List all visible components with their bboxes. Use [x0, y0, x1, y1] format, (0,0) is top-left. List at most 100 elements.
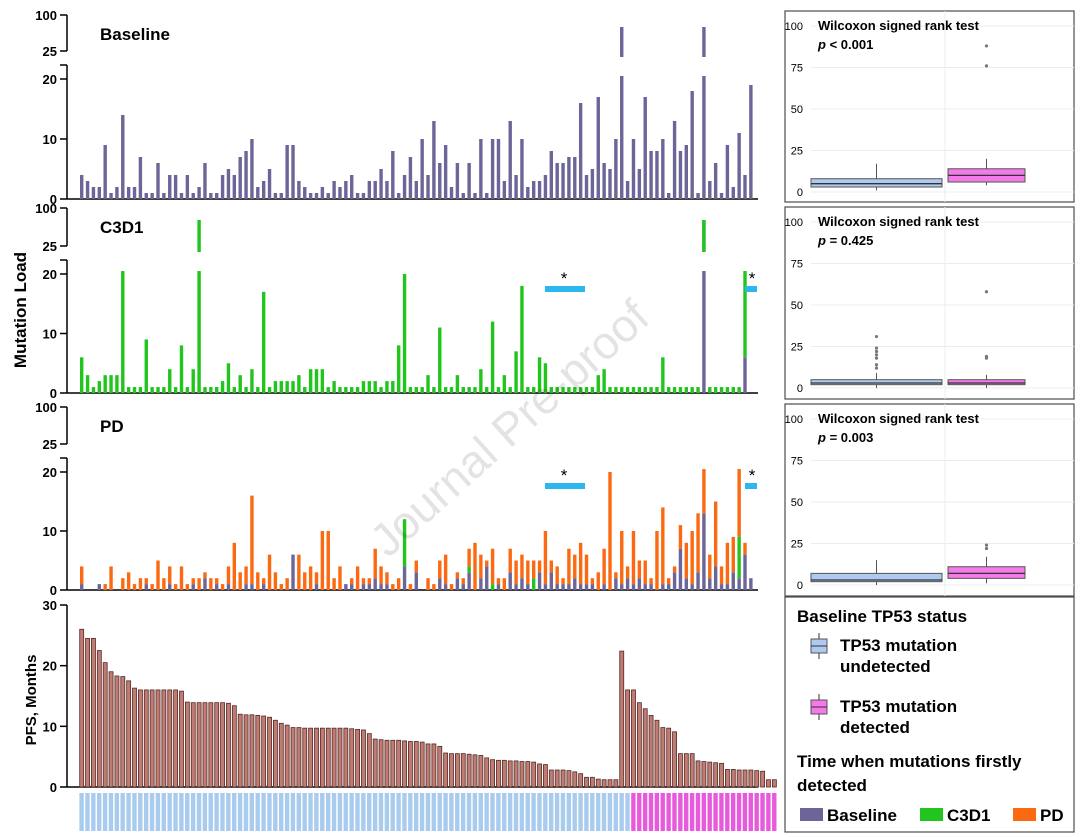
pfs-bar: [208, 702, 214, 788]
bar-pd: [226, 566, 231, 585]
bar-baseline: [379, 584, 383, 590]
tp53-status-strip: [772, 793, 777, 831]
tick-label: 0: [50, 780, 57, 795]
tp53-status-strip: [431, 793, 436, 831]
pfs-bar: [114, 675, 120, 788]
bar-pd: [156, 560, 160, 590]
bar-pd: [578, 542, 583, 585]
bar-pd: [620, 531, 624, 585]
pfs-bar: [108, 671, 114, 788]
bar-baseline: [479, 139, 483, 199]
bar-baseline: [567, 157, 571, 199]
tp53-status-strip: [484, 793, 489, 831]
tp53-status-strip: [689, 793, 695, 831]
pfs-bar: [736, 769, 742, 788]
tick-label: 0: [50, 583, 57, 598]
bar-baseline: [132, 187, 137, 199]
bar-baseline: [449, 187, 454, 199]
pfs-bar: [237, 713, 243, 788]
pfs-bar: [314, 727, 319, 788]
bar-c3d1: [303, 387, 307, 393]
pfs-bar: [184, 701, 190, 788]
tick-label: 0: [50, 192, 57, 207]
bar-c3d1: [338, 387, 342, 393]
bar-baseline: [250, 584, 254, 590]
tp53-status-strip: [296, 793, 301, 831]
bar-c3d1: [661, 357, 665, 393]
tp53-status-strip: [625, 793, 630, 831]
bar-pd: [232, 542, 237, 590]
box-panel-1: 0 25 50 75 100 Wilcoxon signed rank test p < 0…: [784, 10, 1075, 203]
bar-baseline: [332, 181, 336, 199]
bar-pd: [250, 495, 254, 585]
legend-title: Time when mutations firstly: [797, 752, 1022, 771]
bar-baseline: [631, 139, 636, 199]
bar-pd: [502, 578, 507, 590]
bar-pd: [667, 578, 671, 585]
bar-c3d1: [261, 291, 266, 393]
pfs-bar: [408, 741, 413, 788]
pfs-bar: [202, 702, 208, 788]
tp53-status-strip: [167, 793, 172, 831]
pfs-bar: [96, 650, 102, 788]
bar-pd: [461, 578, 465, 585]
bar-baseline: [625, 578, 630, 590]
bar-pd: [561, 578, 565, 585]
tp53-status-strip: [666, 793, 671, 831]
tick-label: 25: [43, 44, 57, 59]
pfs-bar: [278, 722, 284, 788]
bar-c3d1: [209, 387, 213, 393]
bar-pd: [355, 566, 360, 590]
significance-star: *: [561, 466, 568, 485]
tp53-status-strip: [736, 793, 742, 831]
tp53-status-strip: [249, 793, 255, 831]
tp53-status-strip: [537, 793, 542, 831]
pfs-bar: [243, 714, 249, 788]
bar-baseline: [584, 584, 589, 590]
tp53-status-strip: [185, 793, 190, 831]
bar-c3d1: [173, 387, 178, 393]
bar-baseline: [156, 163, 160, 199]
mutation-panel-c3d1: 100 25 0 10 20 C3D1 * *: [35, 201, 758, 401]
bar-pd: [185, 584, 190, 590]
tp53-status-strip: [331, 793, 337, 831]
bar-c3d1: [373, 381, 377, 393]
significance-star: *: [749, 269, 756, 288]
outlier-point: [984, 543, 989, 547]
pfs-bar: [372, 738, 378, 788]
pfs-bar: [672, 731, 677, 788]
legend-item-label: PD: [1040, 806, 1064, 825]
tp53-status-strip: [91, 793, 96, 831]
tp53-status-strip: [232, 793, 237, 831]
pfs-bar: [619, 650, 625, 788]
pfs-bar: [595, 778, 601, 788]
bar-c3d1: [150, 387, 154, 393]
bar-c3d1: [567, 387, 571, 393]
pfs-bar: [161, 689, 167, 788]
tp53-status-strip: [760, 793, 765, 831]
box-panel-3: 0 25 50 75 100 Wilcoxon signed rank test p = 0…: [784, 403, 1075, 597]
bar-baseline: [578, 584, 583, 590]
bar-baseline: [314, 584, 319, 590]
bar-c3d1: [485, 387, 489, 393]
bar-baseline: [596, 97, 600, 199]
tp53-status-strip: [607, 793, 613, 831]
pfs-bar: [666, 727, 672, 788]
bar-baseline: [555, 163, 559, 199]
tick-label: 75: [791, 63, 803, 75]
bar-baseline: [573, 578, 577, 590]
tick-label: 100: [35, 8, 57, 23]
bar-baseline: [485, 566, 489, 590]
tp53-status-strip: [648, 793, 654, 831]
bar-c3d1: [531, 578, 536, 590]
bar-baseline: [191, 584, 195, 590]
bar-pd: [490, 548, 495, 585]
tp53-status-strip: [554, 793, 560, 831]
bar-baseline: [520, 139, 524, 199]
bar-baseline: [215, 193, 219, 199]
bar-baseline: [367, 584, 372, 590]
tp53-status-strip: [343, 793, 348, 831]
bar-pd: [479, 554, 483, 579]
pfs-bar: [572, 771, 578, 788]
bar-c3d1: [267, 387, 272, 393]
